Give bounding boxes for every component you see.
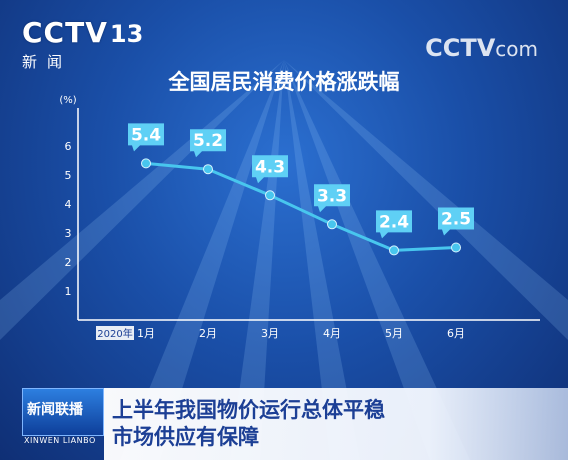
data-label-box [438, 207, 474, 236]
channel-number: 13 [109, 20, 144, 48]
channel-logo: CCTV13 新闻 [22, 16, 143, 72]
y-tick-label: 4 [65, 198, 72, 211]
line-chart: (%) 1 2 3 4 5 6 2020年 1月 2月 3月 4月 5月 6月 5.4 5.2 4.3 3.3 2.… [59, 95, 540, 340]
caption-bar [104, 388, 568, 460]
data-point [203, 164, 213, 175]
series-line [145, 161, 457, 252]
y-tick-label: 1 [65, 285, 72, 298]
chart-title: 全国居民消费价格涨跌幅 [168, 70, 400, 94]
data-label: 5.4 [131, 125, 161, 145]
watermark-logo: CCTVcom [425, 34, 538, 62]
data-label: 4.3 [255, 157, 285, 177]
data-point [389, 245, 399, 256]
y-tick-label: 2 [65, 256, 72, 269]
data-point [265, 190, 275, 201]
watermark-suffix: com [495, 37, 538, 61]
program-logo-box: 新闻联播 [22, 388, 104, 436]
data-label-box [376, 210, 412, 239]
data-label: 2.5 [441, 210, 471, 230]
program-name-en: XINWEN LIANBO [24, 436, 96, 445]
x-tick-label: 1月 [137, 327, 155, 340]
watermark-text: CCTV [425, 34, 496, 62]
data-label-box [190, 129, 226, 158]
data-label-box [128, 123, 164, 152]
y-axis-unit: (%) [59, 95, 76, 106]
data-label-box [314, 184, 350, 213]
channel-logo-text: CCTV [22, 16, 108, 49]
data-label: 2.4 [379, 212, 409, 232]
data-point [327, 219, 337, 230]
caption-line-2: 市场供应有保障 [112, 425, 259, 449]
data-point [141, 158, 151, 169]
x-tick-label: 2月 [199, 327, 217, 340]
caption-line-1: 上半年我国物价运行总体平稳 [112, 398, 385, 422]
x-tick-label: 6月 [447, 327, 465, 340]
data-label: 3.3 [317, 186, 347, 206]
channel-subtitle: 新闻 [22, 53, 73, 71]
y-tick-label: 6 [65, 140, 72, 153]
program-name: 新闻联播 [27, 402, 83, 418]
year-label-box [96, 326, 134, 340]
data-label: 5.2 [193, 131, 223, 151]
x-tick-label: 4月 [323, 327, 341, 340]
x-tick-label: 3月 [261, 327, 279, 340]
year-label: 2020年 [97, 327, 132, 340]
y-tick-label: 5 [65, 169, 72, 182]
data-label-box [252, 155, 288, 184]
data-point [451, 242, 461, 253]
y-tick-label: 3 [65, 227, 72, 240]
program-badge: 新闻联播 XINWEN LIANBO [22, 388, 104, 450]
x-tick-label: 5月 [385, 327, 403, 340]
